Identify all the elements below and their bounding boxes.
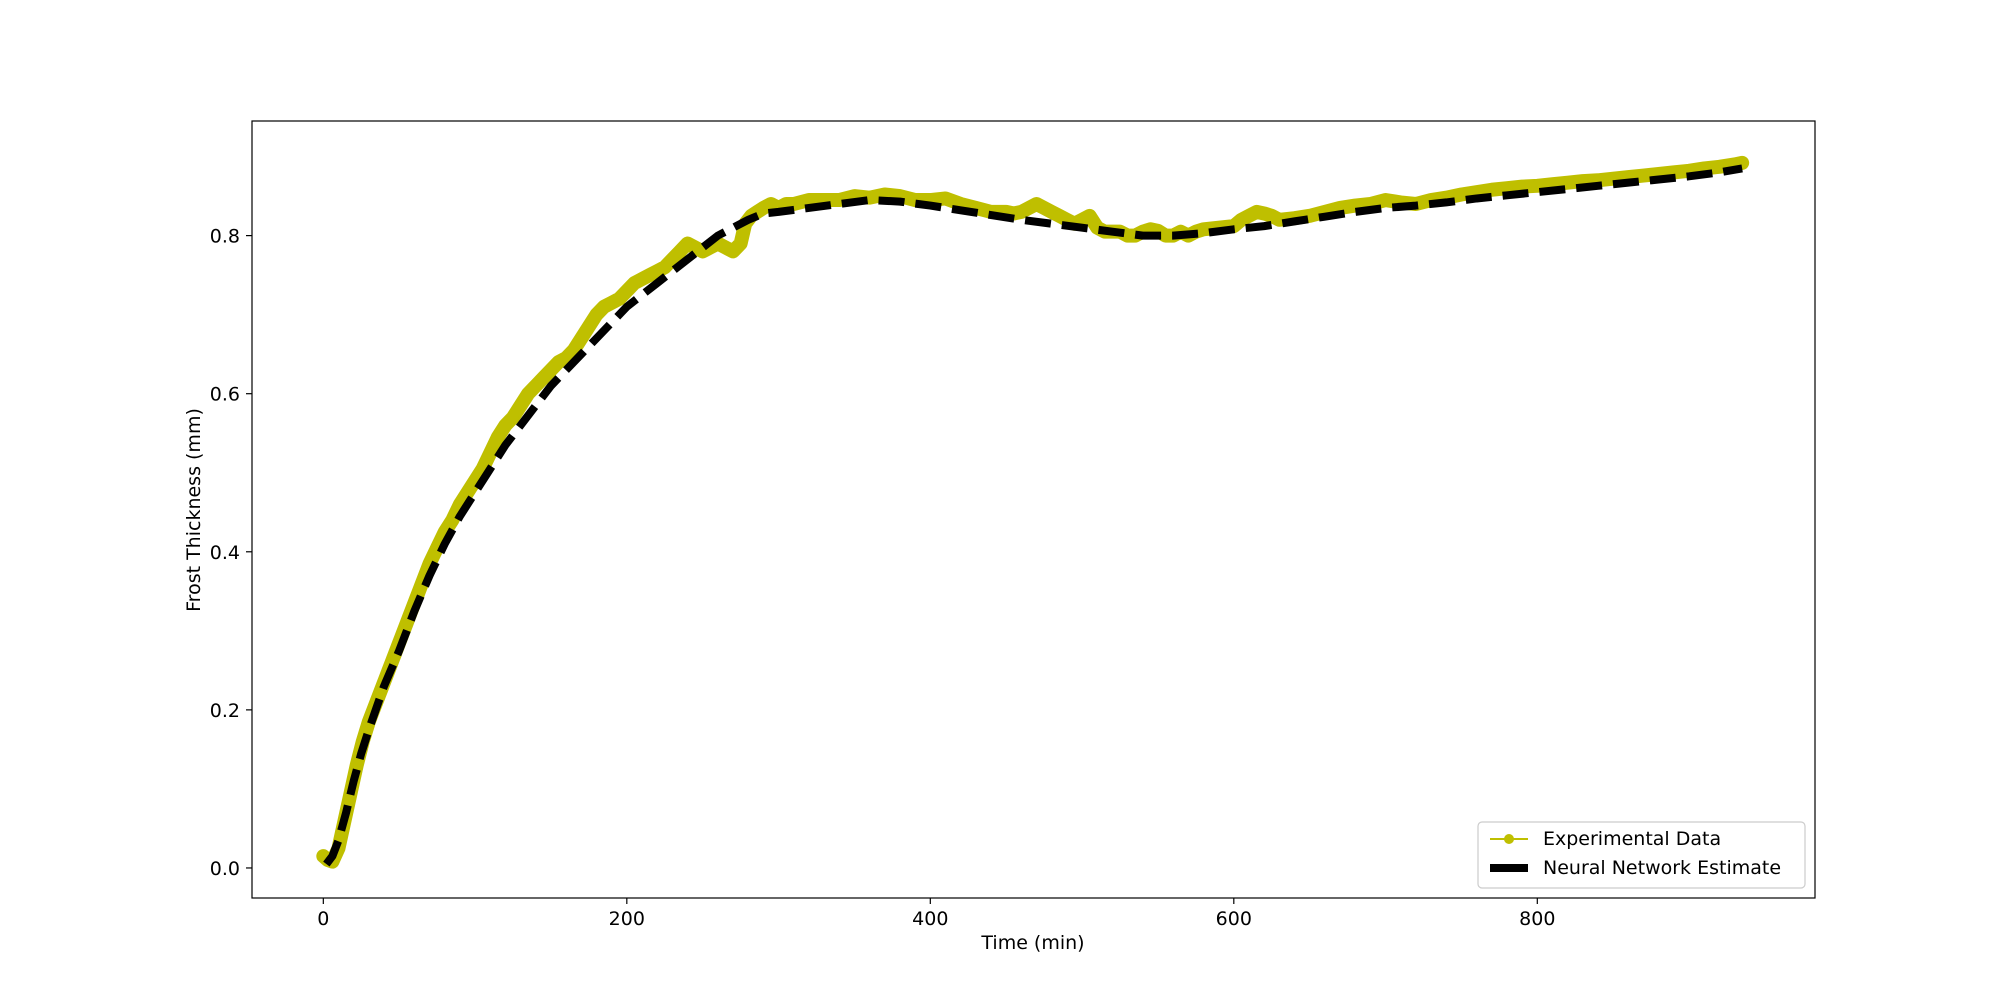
experimental-data-point <box>1637 169 1650 182</box>
experimental-data-point <box>507 411 520 424</box>
legend-box <box>1477 821 1806 889</box>
x-tick-label: 400 <box>912 908 948 930</box>
y-axis: 0.0 0.2 0.4 0.6 0.8 <box>210 226 252 880</box>
experimental-data-point <box>575 332 588 345</box>
y-axis-label: Frost Thickness (mm) <box>183 408 205 612</box>
legend: Experimental Data Neural Network Estimat… <box>1477 821 1806 889</box>
experimental-data-point <box>939 192 952 205</box>
series-layer <box>316 155 1750 869</box>
experimental-data-point <box>727 245 740 258</box>
experimental-data-point <box>620 284 633 297</box>
experimental-data-point <box>499 419 512 432</box>
experimental-data-point <box>491 431 504 444</box>
experimental-data-point <box>582 320 595 333</box>
legend-experimental-marker-icon <box>1504 834 1514 844</box>
experimental-data-point <box>1083 209 1096 222</box>
experimental-data-point <box>1197 223 1210 236</box>
experimental-data-point <box>1713 160 1726 173</box>
experimental-data-point <box>514 399 527 412</box>
y-tick-label: 0.4 <box>210 542 240 564</box>
experimental-data-point <box>734 237 747 250</box>
experimental-data-point <box>1379 194 1392 207</box>
legend-experimental-label: Experimental Data <box>1543 828 1721 850</box>
legend-neural-network-label: Neural Network Estimate <box>1543 857 1781 879</box>
experimental-data-point <box>658 261 671 274</box>
series-experimental-data <box>316 155 1750 869</box>
experimental-data-point <box>484 446 497 459</box>
x-tick-label: 800 <box>1519 908 1555 930</box>
experimental-data-point <box>613 292 626 305</box>
plot-frame <box>251 120 1816 899</box>
experimental-data-point <box>1485 183 1498 196</box>
experimental-data-point <box>400 616 413 629</box>
y-tick-label: 0.6 <box>210 384 240 406</box>
experimental-data-point <box>529 379 542 392</box>
x-tick-label: 200 <box>609 908 645 930</box>
experimental-data-point <box>544 363 557 376</box>
x-axis: 0 200 400 600 800 <box>317 898 1555 930</box>
x-tick-label: 0 <box>317 908 329 930</box>
experimental-data-point <box>461 486 474 499</box>
experimental-data-point <box>666 253 679 266</box>
y-tick-label: 0.0 <box>210 858 240 880</box>
y-tick-label: 0.8 <box>210 226 240 248</box>
experimental-data-point <box>522 387 535 400</box>
y-tick-label: 0.2 <box>210 700 240 722</box>
experimental-data-point <box>1455 188 1468 201</box>
experimental-data-point <box>802 194 815 207</box>
experimental-data-point <box>350 759 363 772</box>
x-tick-label: 600 <box>1216 908 1252 930</box>
x-axis-label: Time (min) <box>980 932 1084 954</box>
experimental-data-point <box>537 371 550 384</box>
experimental-data-point <box>673 245 686 258</box>
neural-network-estimate-line <box>323 164 1743 867</box>
experimental-data-point <box>590 308 603 321</box>
